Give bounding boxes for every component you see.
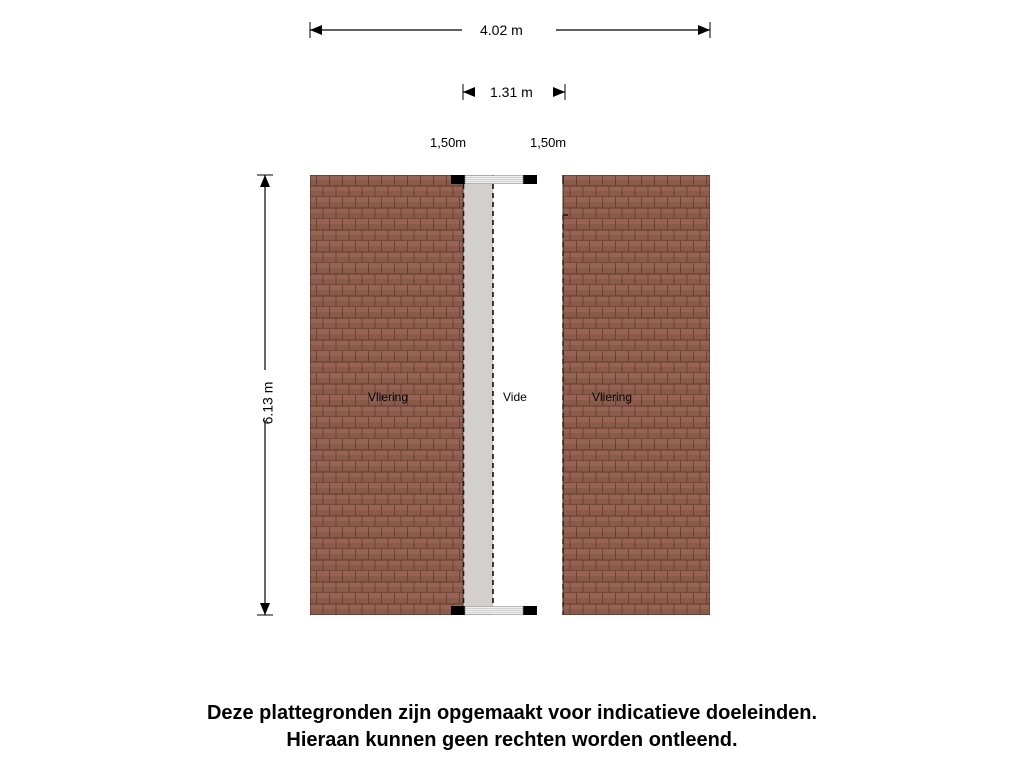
center-room-label: Vide: [503, 390, 527, 404]
height-label-right: 1,50m: [530, 135, 566, 150]
right-roof: [563, 175, 710, 615]
inner-width-label: 1.31 m: [490, 84, 533, 100]
bottom-window: [451, 606, 537, 615]
disclaimer: Deze plattegronden zijn opgemaakt voor i…: [0, 700, 1024, 754]
height-label-left: 1,50m: [430, 135, 466, 150]
disclaimer-line1: Deze plattegronden zijn opgemaakt voor i…: [0, 700, 1024, 727]
top-window: [451, 175, 537, 184]
right-room-label: Vliering: [592, 390, 632, 404]
side-height-label: 6.13 m: [259, 382, 275, 425]
outer-width-label: 4.02 m: [480, 22, 523, 38]
strip: [463, 175, 493, 615]
left-room-label: Vliering: [368, 390, 408, 404]
floorplan-canvas: 4.02 m 1.31 m 6.13 m 1,50m 1,50m: [0, 0, 1024, 768]
disclaimer-line2: Hieraan kunnen geen rechten worden ontle…: [0, 727, 1024, 754]
